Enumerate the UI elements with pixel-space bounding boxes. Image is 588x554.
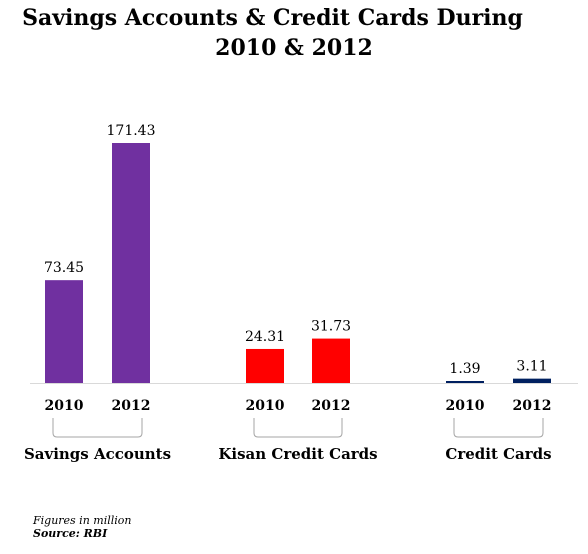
group-label: Kisan Credit Cards <box>218 445 377 463</box>
x-tick-label: 2012 <box>513 398 552 414</box>
source-note: Source: RBI <box>33 527 108 540</box>
group-label: Credit Cards <box>445 445 551 463</box>
data-label: 171.43 <box>107 123 156 139</box>
group-bracket <box>453 418 544 438</box>
x-tick-label: 2010 <box>45 398 84 414</box>
data-label: 73.45 <box>44 260 84 276</box>
data-label: 1.39 <box>449 361 480 377</box>
data-label: 24.31 <box>245 329 285 345</box>
x-tick-label: 2010 <box>446 398 485 414</box>
x-tick-label: 2010 <box>246 398 285 414</box>
bar-2-2010 <box>246 348 284 383</box>
x-tick-label: 2012 <box>312 398 351 414</box>
bar-1-2010 <box>45 280 83 383</box>
bar-3-2010 <box>446 381 484 383</box>
bar-3-2012 <box>513 378 551 383</box>
unit-note: Figures in million <box>33 514 132 527</box>
group-bracket <box>253 418 343 438</box>
chart-title-line-1: Savings Accounts & Credit Cards During <box>22 5 523 31</box>
data-label: 31.73 <box>311 319 351 335</box>
data-label: 3.11 <box>516 359 547 375</box>
chart-title-line-2: 2010 & 2012 <box>215 35 373 61</box>
x-tick-label: 2012 <box>112 398 151 414</box>
bar-2-2012 <box>312 338 350 383</box>
group-label: Savings Accounts <box>24 445 171 463</box>
bar-1-2012 <box>112 143 150 383</box>
group-bracket <box>52 418 143 438</box>
